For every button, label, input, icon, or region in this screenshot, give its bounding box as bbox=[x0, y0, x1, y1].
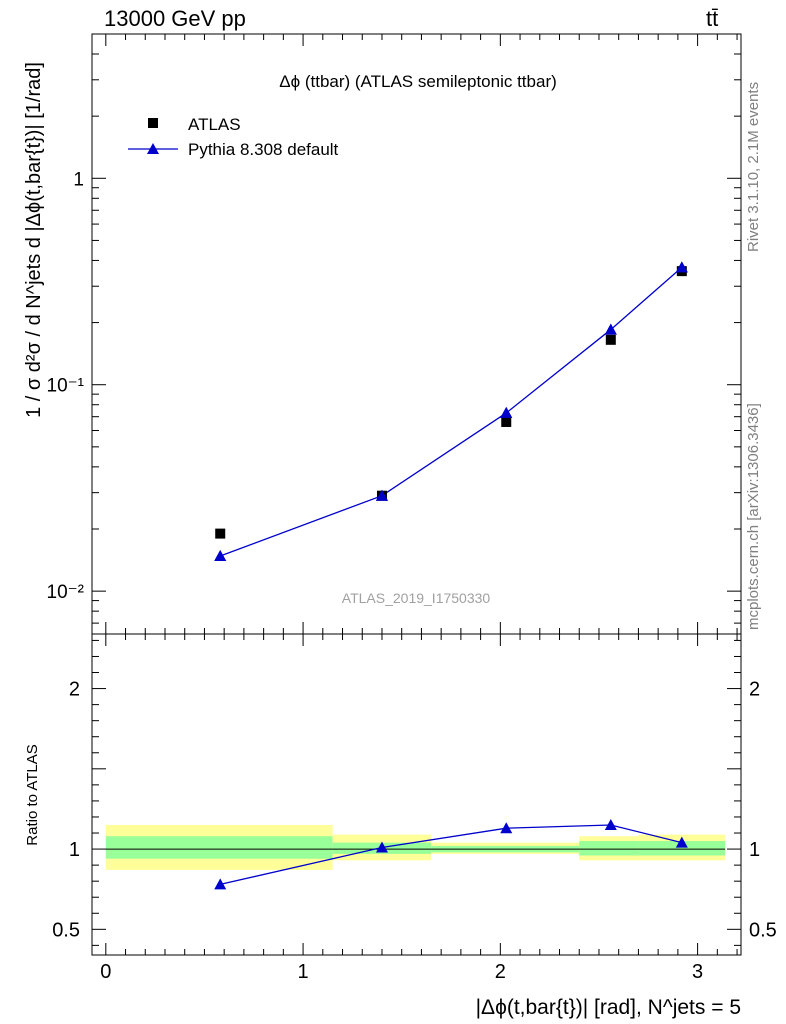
ratio-y-tick-label: 1 bbox=[69, 839, 80, 861]
legend-model-label: Pythia 8.308 default bbox=[188, 140, 339, 159]
legend-data-marker bbox=[148, 118, 158, 128]
model-point-overlay bbox=[604, 323, 617, 335]
main-y-tick-label: 1 bbox=[73, 169, 84, 190]
x-tick-label: 1 bbox=[298, 961, 309, 983]
ratio-model-point bbox=[675, 836, 688, 848]
energy-label: 13000 GeV pp bbox=[104, 6, 246, 31]
main-y-tick-label: 10⁻¹ bbox=[47, 376, 85, 397]
ratio-y-axis-label: Ratio to ATLAS bbox=[24, 744, 41, 845]
data-point bbox=[215, 528, 226, 539]
ratio-model-point bbox=[214, 878, 227, 890]
ratio-y-tick-label-right: 2 bbox=[749, 679, 760, 701]
model-line bbox=[219, 266, 683, 557]
stat-uncertainty-band bbox=[579, 841, 639, 856]
model-point-overlay bbox=[675, 261, 688, 273]
data-point bbox=[605, 334, 616, 345]
rivet-version-label: Rivet 3.1.10, 2.1M events bbox=[745, 81, 762, 252]
ratio-y-tick-label-right: 0.5 bbox=[749, 919, 777, 941]
model-point-overlay bbox=[214, 549, 227, 561]
stat-uncertainty-band bbox=[638, 841, 726, 856]
plot-title: Δϕ (ttbar) (ATLAS semileptonic ttbar) bbox=[279, 72, 557, 91]
stat-uncertainty-band bbox=[105, 836, 333, 859]
x-axis-label: |Δϕ(t,bar{t})| [rad], N^jets = 5 bbox=[476, 996, 741, 1019]
ratio-model-point bbox=[375, 841, 388, 853]
process-label: tt̄ bbox=[706, 6, 719, 31]
x-tick-label: 3 bbox=[692, 961, 703, 983]
ratio-y-tick-label: 2 bbox=[69, 679, 80, 701]
main-y-axis-label: 1 / σ d²σ / d N^jets d |Δϕ(t,bar{t})| [1… bbox=[23, 62, 45, 418]
legend-model-marker bbox=[147, 143, 159, 154]
ratio-y-tick-label: 0.5 bbox=[52, 919, 80, 941]
analysis-watermark: ATLAS_2019_I1750330 bbox=[342, 590, 491, 606]
model-point-overlay bbox=[500, 406, 513, 418]
ratio-y-tick-label-right: 1 bbox=[749, 839, 760, 861]
ratio-model-point bbox=[500, 822, 513, 834]
main-y-tick-label: 10⁻² bbox=[47, 582, 85, 603]
x-tick-label: 2 bbox=[495, 961, 506, 983]
source-label: mcplots.cern.ch [arXiv:1306.3436] bbox=[745, 403, 762, 630]
legend-data-label: ATLAS bbox=[188, 115, 241, 134]
data-point bbox=[501, 416, 512, 427]
x-tick-label: 0 bbox=[100, 961, 111, 983]
ratio-model-point bbox=[604, 818, 617, 830]
model-point-overlay bbox=[375, 489, 388, 501]
ratio-panel-frame bbox=[91, 633, 742, 956]
